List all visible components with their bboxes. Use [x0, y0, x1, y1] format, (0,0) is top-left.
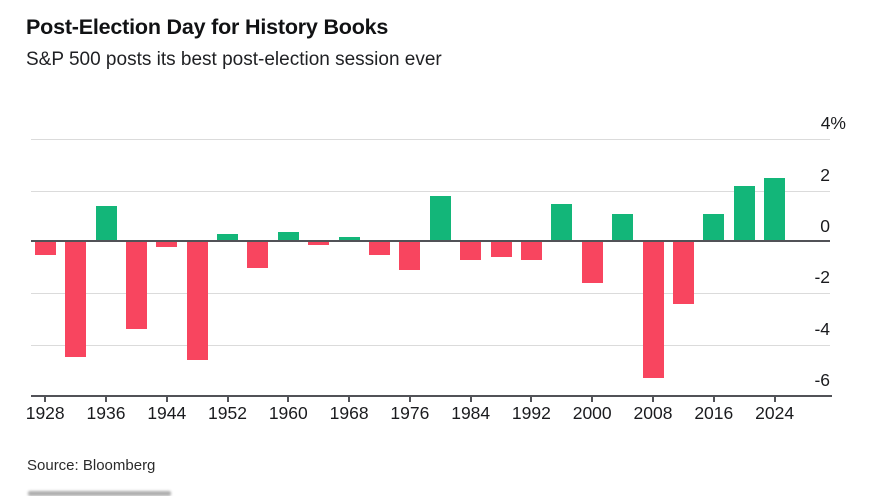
bar-2004	[612, 213, 634, 242]
gridline-y--2	[31, 293, 830, 294]
gridline-y-4	[31, 139, 830, 140]
x-tick-1976	[408, 397, 411, 402]
x-tick-1984	[469, 397, 472, 402]
bar-2008	[642, 242, 664, 378]
x-tick-label-2024: 2024	[755, 403, 795, 423]
x-tick-1952	[226, 397, 229, 402]
bar-1932	[65, 242, 87, 358]
bar-2000	[581, 242, 603, 283]
bar-2012	[672, 242, 694, 304]
cropped-footer-element	[28, 491, 171, 496]
x-tick-1944	[165, 397, 168, 402]
bar-1976	[399, 242, 421, 271]
x-tick-label-1936: 1936	[86, 403, 126, 423]
bar-1928	[34, 242, 56, 255]
y-axis-label-0: 0	[820, 216, 830, 236]
y-axis-label--6: -6	[814, 370, 830, 390]
x-tick-label-1928: 1928	[25, 403, 65, 423]
chart-title: Post-Election Day for History Books	[26, 15, 389, 39]
x-tick-label-2000: 2000	[572, 403, 612, 423]
bar-2024	[764, 177, 786, 242]
x-tick-label-1944: 1944	[147, 403, 187, 423]
bar-1992	[520, 242, 542, 260]
x-tick-1968	[348, 397, 351, 402]
x-tick-2024	[773, 397, 776, 402]
x-tick-label-2008: 2008	[633, 403, 673, 423]
bar-2016	[703, 213, 725, 242]
bar-1996	[551, 203, 573, 242]
bar-1944	[156, 242, 178, 248]
bar-1968	[338, 236, 360, 242]
bar-1952	[217, 234, 238, 242]
zero-line	[31, 240, 830, 242]
source-text: Source: Bloomberg	[27, 457, 156, 474]
x-tick-2016	[712, 397, 715, 402]
bar-1972	[369, 242, 390, 255]
bar-1980	[429, 195, 451, 242]
y-axis-label-4: 4%	[820, 113, 846, 134]
x-tick-1928	[44, 397, 47, 402]
bar-1936	[95, 206, 117, 242]
x-tick-label-1992: 1992	[511, 403, 551, 423]
chart-subtitle: S&P 500 posts its best post-election ses…	[26, 49, 442, 70]
gridline-y-2	[31, 191, 830, 192]
bar-1984	[460, 242, 482, 260]
bar-1940	[125, 242, 147, 330]
bar-1948	[186, 242, 208, 360]
y-axis-label--2: -2	[814, 267, 830, 288]
x-tick-2000	[591, 397, 594, 402]
x-tick-label-1976: 1976	[390, 403, 430, 423]
x-tick-1960	[287, 397, 290, 402]
x-tick-label-2016: 2016	[694, 403, 734, 423]
bar-2020	[733, 185, 755, 242]
gridline-y--4	[31, 345, 830, 346]
bar-1988	[490, 242, 512, 258]
x-tick-1992	[530, 397, 533, 402]
x-tick-label-1968: 1968	[329, 403, 369, 423]
bar-1960	[277, 231, 299, 242]
bar-1956	[247, 242, 269, 268]
y-axis-label-2: 2	[820, 164, 830, 185]
x-tick-1936	[105, 397, 107, 402]
x-tick-label-1952: 1952	[208, 403, 247, 423]
x-axis-line	[31, 395, 832, 397]
y-axis-label--4: -4	[814, 318, 830, 339]
x-tick-label-1984: 1984	[451, 403, 491, 423]
bar-1964	[308, 242, 330, 245]
x-tick-label-1960: 1960	[268, 403, 308, 423]
x-tick-2008	[652, 397, 654, 402]
